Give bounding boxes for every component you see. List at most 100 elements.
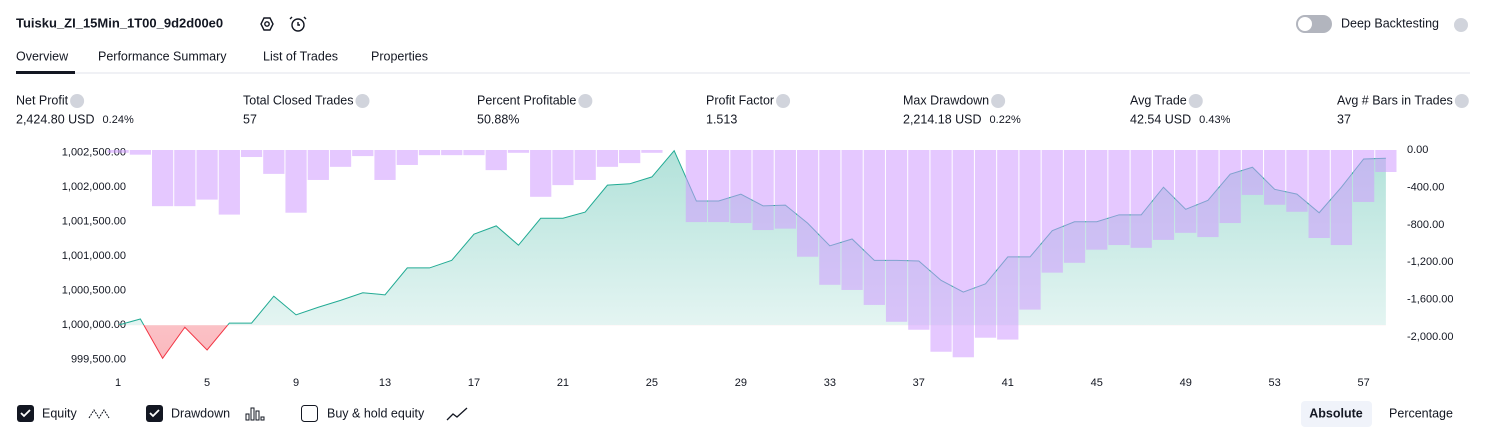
active-tab-underline <box>16 71 75 74</box>
drawdown-bar <box>1353 150 1375 202</box>
metric-value: 42.54 USD <box>1130 112 1191 126</box>
metric-label: Max Drawdown <box>903 93 989 107</box>
drawdown-bar <box>1041 150 1063 273</box>
metric-label: Profit Factor <box>706 93 774 107</box>
drawdown-bar <box>1175 150 1197 233</box>
drawdown-bar <box>885 150 908 322</box>
drawdown-bar <box>174 150 196 207</box>
drawdown-bar <box>1130 150 1152 248</box>
equity-icon <box>88 409 110 419</box>
info-icon <box>70 94 85 108</box>
equity-line <box>117 149 1386 326</box>
metric-value: 2,424.80 USD <box>16 112 95 126</box>
drawdown-bar <box>641 150 663 153</box>
drawdown-bar <box>1264 150 1286 205</box>
equity-area-negative <box>143 325 228 359</box>
help-icon[interactable] <box>1454 18 1468 32</box>
metric-label: Avg Trade <box>1130 93 1187 107</box>
drawdown-bar <box>841 150 863 290</box>
metric-percent: 0.43% <box>1199 114 1230 126</box>
equity-area <box>118 150 1386 326</box>
drawdown-bar <box>240 150 263 158</box>
drawdown-bar <box>507 150 530 153</box>
drawdown-bar <box>374 150 396 180</box>
y-tick-label: 1,002,000.00 <box>62 181 126 193</box>
x-tick-label: 45 <box>1091 377 1103 389</box>
drawdown-bar <box>930 150 952 352</box>
drawdown-bar <box>796 150 819 257</box>
tab[interactable]: Properties <box>371 49 428 63</box>
metric-value: 37 <box>1337 112 1351 126</box>
y2-tick-label: -1,600.00 <box>1407 294 1453 306</box>
drawdown-bar <box>352 150 374 157</box>
drawdown-bar <box>974 150 997 338</box>
legend-checkboxes <box>17 405 468 422</box>
drawdown-bar <box>441 150 463 156</box>
toggle-knob <box>1298 17 1312 31</box>
drawdown-bar <box>552 150 574 186</box>
drawdown-bar <box>730 150 752 224</box>
x-tick-label: 5 <box>204 377 210 389</box>
y2-tick-label: 0.00 <box>1407 144 1428 156</box>
drawdown-bar <box>396 150 418 165</box>
drawdown-bar <box>997 150 1019 340</box>
metric-percent: 0.22% <box>990 114 1021 126</box>
drawdown-bar <box>151 150 174 207</box>
metric-value: 2,214.18 USD <box>903 112 982 126</box>
deep-backtesting-label: Deep Backtesting <box>1341 16 1439 30</box>
metric-percent: 0.24% <box>103 114 134 126</box>
x-tick-label: 25 <box>646 377 658 389</box>
absolute-button[interactable] <box>1301 401 1372 427</box>
drawdown-bar <box>863 150 885 305</box>
legend-equity: Equity <box>42 406 77 420</box>
drawdown-bar <box>1241 150 1264 195</box>
drawdown-bar <box>908 150 930 330</box>
drawdown-bar <box>774 150 796 229</box>
x-tick-label: 17 <box>468 377 480 389</box>
drawdown-bar <box>574 150 596 180</box>
y-tick-label: 1,001,500.00 <box>62 216 126 228</box>
drawdown-bar <box>485 150 507 171</box>
drawdown-bar <box>263 150 285 174</box>
drawdown-icon <box>245 407 265 421</box>
x-tick-label: 9 <box>293 377 299 389</box>
drawdown-bar <box>1108 150 1130 246</box>
info-icon <box>1454 94 1469 108</box>
metric-label: Percent Profitable <box>477 93 576 107</box>
tab[interactable]: List of Trades <box>263 49 338 63</box>
y-tick-label: 1,001,000.00 <box>62 250 126 262</box>
tab[interactable]: Performance Summary <box>98 49 227 63</box>
y-tick-label: 1,000,000.00 <box>62 319 126 331</box>
y2-tick-label: -800.00 <box>1407 219 1444 231</box>
x-tick-label: 37 <box>913 377 925 389</box>
y-tick-label: 999,500.00 <box>71 354 126 366</box>
drawdown-bar <box>596 150 619 167</box>
alert-icon[interactable] <box>289 16 307 32</box>
drawdown-bar <box>418 150 441 156</box>
x-tick-label: 53 <box>1269 377 1281 389</box>
check <box>149 409 160 418</box>
drawdown-bar <box>952 150 974 358</box>
drawdown-bar <box>530 150 552 197</box>
percentage-label[interactable]: Percentage <box>1389 406 1453 420</box>
info-icon <box>991 94 1006 108</box>
y-tick-label: 1,002,500.00 <box>62 147 126 159</box>
metric-value: 57 <box>243 112 257 126</box>
x-tick-label: 29 <box>735 377 747 389</box>
strategy-title: Tuisku_ZI_15Min_1T00_9d2d00e0 <box>16 15 223 30</box>
drawdown-bar <box>619 150 641 164</box>
metric-value: 50.88% <box>477 112 519 126</box>
y2-tick-label: -1,200.00 <box>1407 256 1453 268</box>
check <box>20 409 31 418</box>
drawdown-bar <box>285 150 307 213</box>
drawdown-bar <box>1308 150 1330 238</box>
checkbox[interactable] <box>301 405 318 422</box>
settings-icon[interactable] <box>260 17 274 31</box>
metric-label: Avg # Bars in Trades <box>1337 93 1453 107</box>
drawdown-bar <box>329 150 352 167</box>
x-tick-label: 21 <box>557 377 569 389</box>
tab[interactable]: Overview <box>16 49 69 63</box>
buy-hold-icon <box>446 407 468 421</box>
drawdown-bar <box>1219 150 1241 224</box>
